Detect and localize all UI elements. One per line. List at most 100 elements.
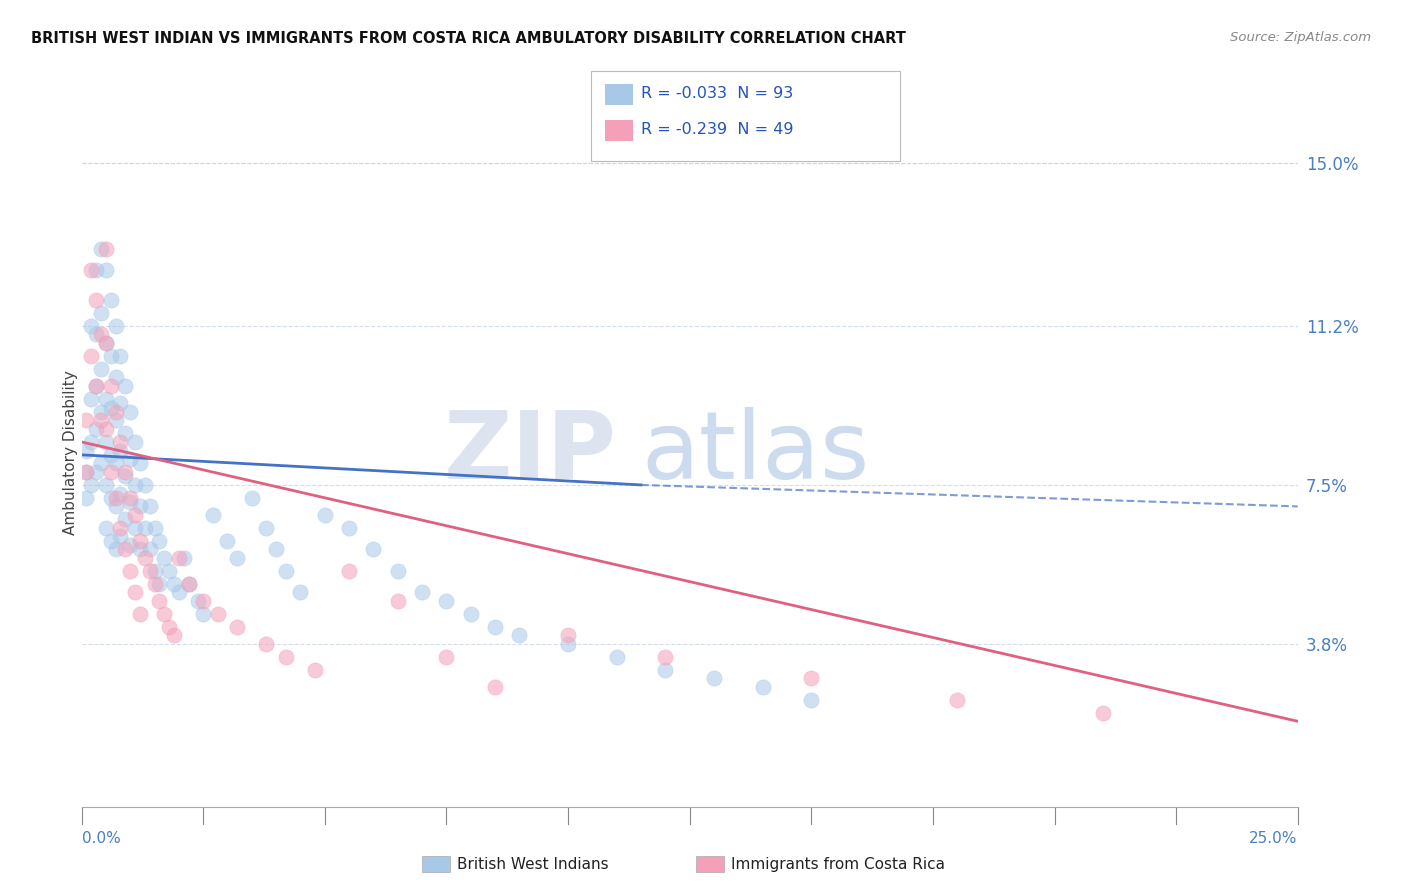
Point [129,607,152,621]
Point [80,434,103,449]
Point [143,576,166,591]
Point [104,491,127,505]
Point [100,491,122,505]
Point [1092,706,1115,720]
Point [100,448,122,462]
Point [129,457,152,471]
Point [177,576,200,591]
Point [240,491,263,505]
Point [94,521,117,535]
Point [100,533,122,548]
Point [654,649,676,664]
Point [274,564,297,578]
Point [167,585,190,599]
Point [153,551,176,566]
Point [94,478,117,492]
Point [703,671,725,685]
Point [143,521,166,535]
Point [110,396,132,410]
Point [94,422,117,436]
Point [120,538,142,552]
Point [264,542,287,557]
Point [94,434,117,449]
Text: Immigrants from Costa Rica: Immigrants from Costa Rica [731,857,945,871]
Point [153,607,176,621]
Point [304,663,326,677]
Point [191,594,215,608]
Point [104,542,127,557]
Point [134,478,156,492]
Point [75,443,97,458]
Point [163,628,186,642]
Point [90,327,112,342]
Point [80,478,103,492]
Point [363,542,385,557]
Point [138,542,160,557]
Point [148,533,170,548]
Point [173,551,195,566]
Point [411,585,433,599]
Point [163,576,186,591]
Point [557,637,579,651]
Point [84,263,107,277]
Point [337,564,360,578]
Point [606,649,628,664]
Point [129,542,152,557]
Point [110,486,132,500]
Point [167,551,190,566]
Point [120,405,142,419]
Point [90,457,112,471]
Text: atlas: atlas [641,407,869,499]
Text: R = -0.033  N = 93: R = -0.033 N = 93 [641,87,793,101]
Point [104,405,127,419]
Point [110,434,132,449]
Point [80,349,103,363]
Point [129,533,152,548]
Point [314,508,336,522]
Point [114,426,136,441]
Text: BRITISH WEST INDIAN VS IMMIGRANTS FROM COSTA RICA AMBULATORY DISABILITY CORRELAT: BRITISH WEST INDIAN VS IMMIGRANTS FROM C… [31,31,905,46]
Point [290,585,312,599]
Text: R = -0.239  N = 49: R = -0.239 N = 49 [641,122,793,136]
Point [124,521,146,535]
Point [124,434,146,449]
Point [104,370,127,384]
Point [654,663,676,677]
Point [274,649,297,664]
Point [100,401,122,415]
Point [187,594,209,608]
Point [254,521,277,535]
Point [75,465,97,479]
Point [75,413,97,427]
Point [138,500,160,514]
Point [84,465,107,479]
Point [508,628,530,642]
Point [800,671,823,685]
Point [80,263,103,277]
Point [148,594,170,608]
Point [124,508,146,522]
Point [84,379,107,393]
Point [90,405,112,419]
Point [90,306,112,320]
Point [110,349,132,363]
Text: Source: ZipAtlas.com: Source: ZipAtlas.com [1230,31,1371,45]
Point [134,521,156,535]
Point [110,443,132,458]
Point [110,521,132,535]
Point [100,465,122,479]
Point [75,465,97,479]
Point [104,413,127,427]
Point [157,564,180,578]
Point [177,576,200,591]
Point [114,469,136,483]
Point [80,392,103,406]
Point [104,457,127,471]
Point [120,564,142,578]
Point [436,594,458,608]
Point [120,491,142,505]
Point [110,529,132,543]
Point [226,620,249,634]
Text: British West Indians: British West Indians [457,857,609,871]
Text: 25.0%: 25.0% [1250,831,1298,847]
